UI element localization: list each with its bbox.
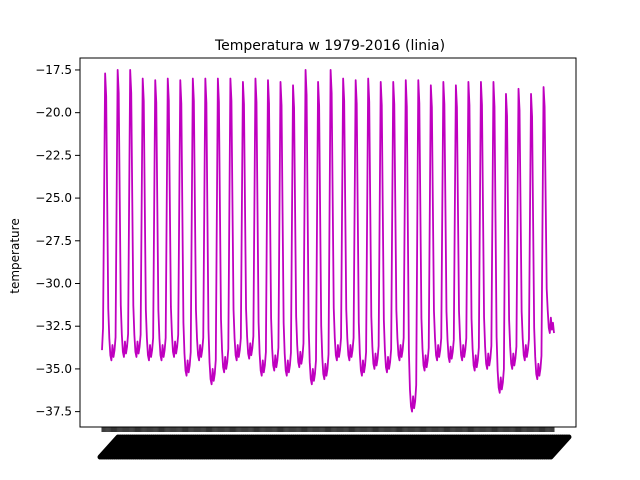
y-tick-label: −22.5 xyxy=(35,148,72,162)
y-tick-label: −27.5 xyxy=(35,234,72,248)
y-axis-label: temperature xyxy=(8,218,22,293)
x-tick-label-blob xyxy=(548,434,572,460)
y-tick-label: −32.5 xyxy=(35,319,72,333)
y-tick-label: −35.0 xyxy=(35,362,72,376)
y-tick-label: −20.0 xyxy=(35,106,72,120)
y-tick-label: −17.5 xyxy=(35,63,72,77)
y-tick-label: −25.0 xyxy=(35,191,72,205)
temperature-series-line xyxy=(101,69,555,413)
plot-frame xyxy=(79,57,577,428)
y-tick-label: −30.0 xyxy=(35,277,72,291)
chart-title: Temperatura w 1979-2016 (linia) xyxy=(214,38,445,54)
plot-area: −17.5 −20.0 −22.5 −25.0 −27.5 −30.0 −32.5 −35.0… xyxy=(35,57,577,460)
y-tick-label: −37.5 xyxy=(35,405,72,419)
